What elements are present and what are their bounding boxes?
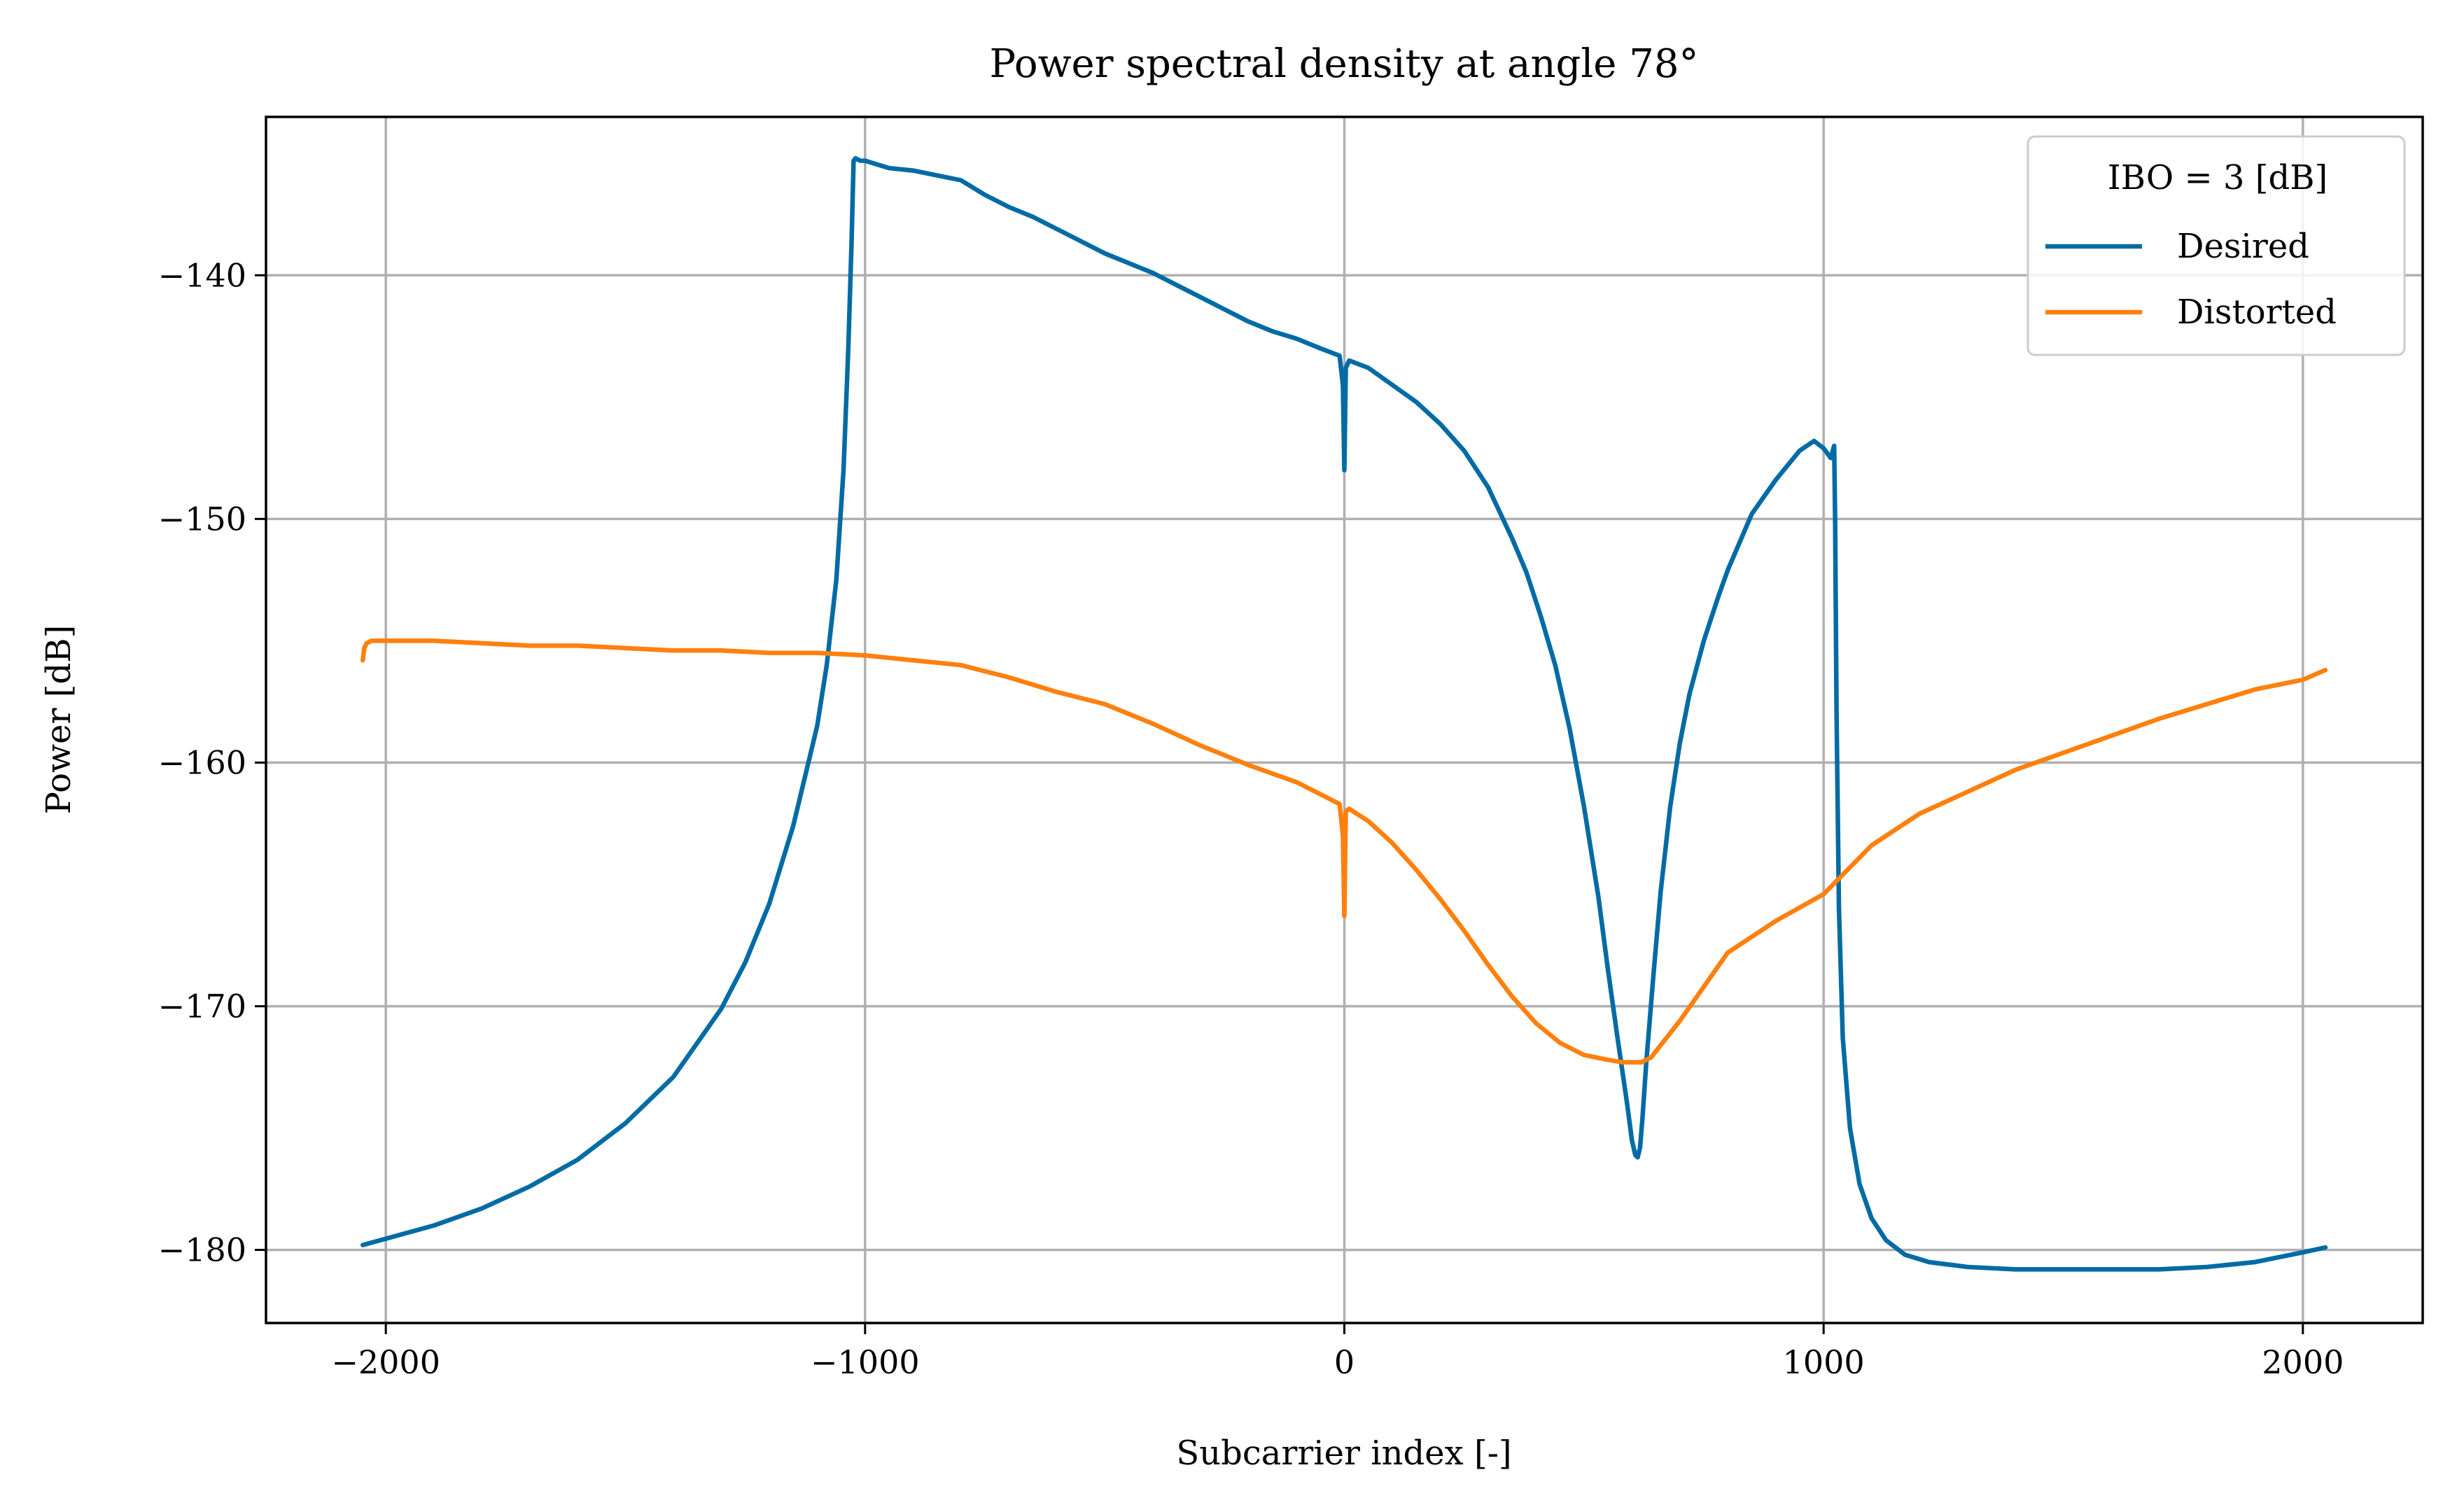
series-layer (360, 155, 2328, 1272)
x-tick-label: −2000 (331, 1343, 440, 1381)
x-tick-label: 2000 (2262, 1343, 2344, 1381)
y-axis-label: Power [dB] (39, 625, 78, 814)
legend-title: IBO = 3 [dB] (2108, 158, 2328, 197)
chart-title: Power spectral density at angle 78° (990, 41, 1699, 87)
x-tick-label: 0 (1334, 1343, 1354, 1381)
ticks: −2000 −1000 0 1000 2000 −180 −170 −160 −150 −140 (158, 256, 2344, 1381)
legend: IBO = 3 [dB] Desired Distorted (2026, 135, 2406, 356)
series-line-distorted (360, 638, 2328, 1065)
x-axis-label: Subcarrier index [-] (1176, 1434, 1511, 1473)
legend-box (2026, 135, 2406, 356)
y-tick-label: −140 (158, 256, 246, 294)
y-tick-label: −150 (158, 500, 246, 538)
x-tick-label: 1000 (1783, 1343, 1865, 1381)
series-line-desired (360, 155, 2328, 1272)
y-tick-label: −160 (158, 743, 246, 781)
x-tick-label: −1000 (811, 1343, 920, 1381)
y-tick-label: −180 (158, 1231, 246, 1269)
legend-label-desired: Desired (2177, 227, 2309, 266)
legend-label-distorted: Distorted (2177, 293, 2337, 332)
y-tick-label: −170 (158, 987, 246, 1025)
